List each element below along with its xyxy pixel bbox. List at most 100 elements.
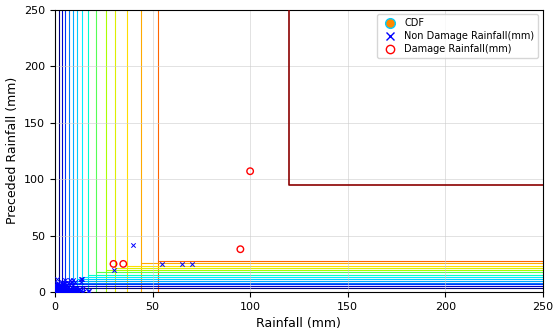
Point	[78, 277, 87, 282]
Point	[58, 288, 67, 294]
Point	[58, 283, 67, 289]
Point	[52, 286, 61, 291]
Point	[68, 286, 77, 291]
Point	[64, 284, 73, 290]
Point	[52, 289, 61, 294]
Point	[51, 287, 60, 292]
Point	[65, 278, 74, 283]
Point	[52, 288, 61, 293]
Point	[51, 285, 60, 290]
Point	[59, 286, 68, 291]
Point	[68, 288, 77, 293]
Point	[54, 283, 63, 288]
Point	[60, 281, 69, 286]
Point	[70, 279, 79, 284]
Point	[54, 289, 63, 294]
Point	[62, 289, 71, 295]
Point	[109, 267, 118, 272]
Point	[54, 289, 63, 294]
Point	[62, 288, 71, 293]
Point	[69, 288, 78, 294]
Point	[54, 289, 63, 295]
Point	[52, 287, 61, 292]
Point	[51, 287, 60, 292]
Point	[57, 288, 66, 293]
Point	[56, 287, 65, 292]
Point	[53, 289, 61, 295]
Point	[59, 285, 68, 291]
Point	[53, 286, 62, 292]
Point	[53, 286, 61, 292]
Point	[73, 288, 82, 293]
Point	[53, 282, 61, 287]
Point	[55, 287, 64, 292]
Point	[50, 289, 59, 295]
Point	[77, 279, 86, 285]
Point	[77, 289, 86, 295]
Point	[63, 280, 72, 286]
Point	[54, 289, 63, 294]
Point	[64, 289, 73, 295]
Point	[65, 280, 74, 286]
Point	[74, 289, 83, 295]
Point	[51, 288, 60, 293]
Point	[54, 287, 63, 292]
Point	[79, 289, 88, 295]
Point	[56, 289, 65, 294]
Point	[51, 288, 60, 293]
Point	[66, 288, 75, 294]
Point	[58, 284, 67, 289]
Point	[59, 285, 68, 290]
Point	[61, 284, 70, 290]
Point	[58, 281, 67, 286]
Point	[51, 289, 60, 295]
Point	[58, 288, 67, 294]
Point	[54, 289, 63, 294]
Point	[69, 289, 78, 295]
Point	[51, 289, 60, 295]
Point	[53, 288, 62, 293]
Point	[61, 287, 70, 292]
Point	[59, 281, 68, 286]
Point	[51, 289, 60, 294]
Point	[64, 289, 73, 294]
Point	[56, 287, 65, 292]
Point	[67, 288, 75, 293]
Point	[60, 288, 69, 293]
Point	[53, 285, 62, 291]
Point	[60, 278, 69, 283]
Point	[59, 289, 68, 295]
Point	[56, 289, 65, 294]
Point	[70, 287, 79, 292]
Point	[71, 288, 80, 294]
Point	[53, 287, 61, 293]
Point	[64, 289, 73, 294]
Point	[56, 286, 65, 292]
Point	[56, 287, 65, 292]
Point	[50, 285, 59, 290]
Point	[51, 285, 60, 290]
Point	[53, 284, 62, 289]
Point	[51, 287, 60, 293]
Point	[53, 287, 62, 293]
Point	[54, 281, 63, 287]
Point	[58, 281, 67, 286]
Point	[68, 283, 77, 288]
Point	[59, 289, 68, 294]
Point	[53, 284, 62, 290]
Point	[57, 285, 66, 290]
Point	[51, 287, 60, 292]
Point	[129, 242, 138, 247]
Point	[53, 289, 61, 295]
Point	[55, 289, 64, 295]
Point	[51, 287, 60, 292]
Point	[52, 286, 61, 291]
Point	[51, 285, 60, 291]
Point	[56, 289, 65, 295]
Point	[50, 286, 59, 292]
Point	[54, 288, 63, 293]
Point	[52, 287, 61, 292]
Point	[177, 261, 186, 266]
Point	[51, 288, 60, 294]
Point	[57, 288, 66, 293]
